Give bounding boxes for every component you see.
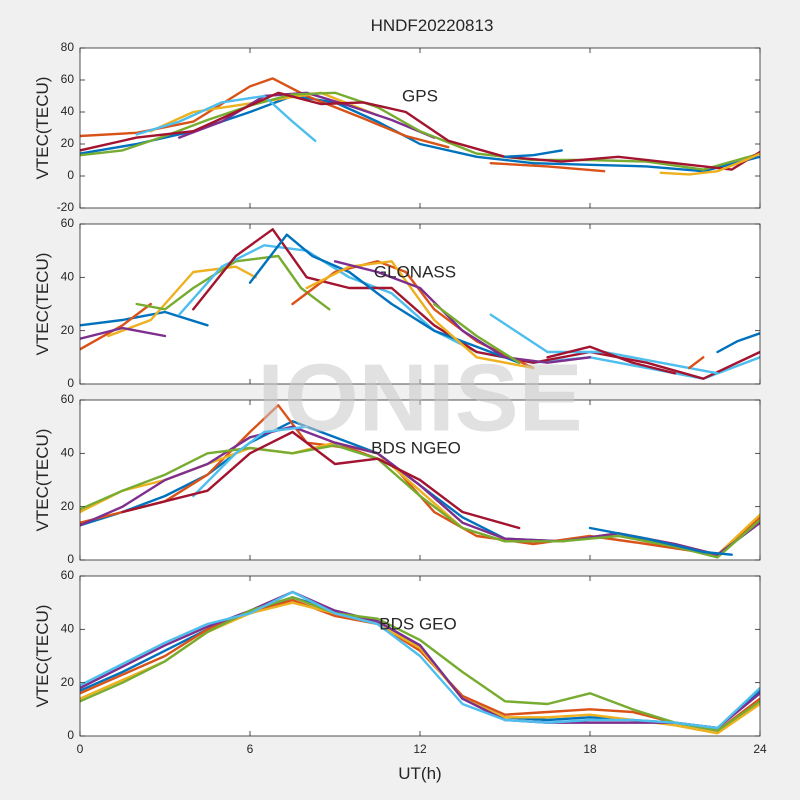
x-axis-label: UT(h) — [398, 764, 441, 783]
series-line — [659, 152, 760, 176]
y-axis-label: VTEC(TECU) — [33, 77, 52, 180]
y-tick-label: 20 — [61, 323, 75, 337]
y-tick-label: 40 — [61, 446, 75, 460]
series-line — [291, 260, 535, 370]
series-line — [80, 444, 760, 559]
plot-area — [80, 48, 760, 208]
series-line — [80, 590, 760, 730]
y-tick-label: 0 — [67, 552, 74, 566]
series-line — [588, 526, 733, 556]
series-line — [433, 302, 521, 364]
panel-bds-ngeo: 0 20 40 60 VTEC(TECU) BDS NGEO — [33, 392, 761, 566]
series-line — [80, 91, 760, 171]
series-line — [80, 596, 760, 732]
series-line — [80, 302, 152, 351]
series-line — [80, 310, 209, 327]
panel-label: BDS GEO — [379, 614, 456, 633]
y-tick-label: 0 — [67, 168, 74, 182]
y-tick-label: 40 — [61, 270, 75, 284]
y-tick-label: 60 — [61, 568, 75, 582]
series-line — [192, 228, 760, 380]
series-line — [80, 590, 760, 730]
y-tick-label: 0 — [67, 376, 74, 390]
panel-label: BDS NGEO — [371, 438, 461, 457]
y-axis-label: VTEC(TECU) — [33, 605, 52, 708]
x-tick-label: 24 — [753, 742, 767, 756]
series-line — [546, 345, 677, 375]
series-line — [248, 233, 521, 364]
series-line — [135, 254, 331, 311]
series-line — [80, 598, 760, 732]
series-line — [305, 260, 535, 370]
watermark: IONISE — [257, 344, 582, 451]
y-tick-label: 80 — [61, 40, 75, 54]
series-line — [121, 430, 521, 530]
y-tick-label: 20 — [61, 499, 75, 513]
plot-area — [80, 224, 760, 384]
series-line — [192, 425, 308, 498]
series-line — [333, 260, 592, 364]
y-tick-label: 60 — [61, 216, 75, 230]
panel-bds-geo: 0 20 40 60 0 6 12 18 24 VTEC(TECU) BDS GEO — [33, 568, 767, 756]
series-line — [716, 332, 760, 354]
y-tick-label: 0 — [67, 728, 74, 742]
series-group — [80, 404, 760, 559]
series-line — [107, 265, 257, 338]
x-tick-label: 0 — [77, 742, 84, 756]
y-tick-label: 20 — [61, 136, 75, 150]
series-group — [80, 77, 760, 176]
y-axis-label: VTEC(TECU) — [33, 253, 52, 356]
series-line — [135, 94, 317, 142]
series-line — [80, 91, 760, 171]
series-line — [688, 356, 705, 370]
x-tick-label: 6 — [247, 742, 254, 756]
y-tick-label: -20 — [57, 200, 75, 214]
series-group — [80, 228, 760, 380]
y-tick-label: 20 — [61, 675, 75, 689]
y-tick-label: 40 — [61, 622, 75, 636]
series-line — [503, 149, 563, 158]
x-tick-label: 12 — [413, 742, 427, 756]
figure-title: HNDF20220813 — [371, 16, 494, 35]
y-tick-label: 60 — [61, 72, 75, 86]
series-line — [489, 162, 606, 173]
series-line — [80, 326, 167, 340]
panel-gps: -20 0 20 40 60 80 VTEC(TECU) GPS — [33, 40, 761, 214]
panel-label: GLONASS — [374, 262, 456, 281]
series-group — [80, 590, 760, 735]
y-tick-label: 40 — [61, 104, 75, 118]
x-tick-label: 18 — [583, 742, 597, 756]
panel-label: GPS — [402, 86, 438, 105]
panel-glonass: 0 20 40 60 VTEC(TECU) GLONASS — [33, 216, 761, 390]
y-tick-label: 60 — [61, 392, 75, 406]
y-axis-label: VTEC(TECU) — [33, 429, 52, 532]
